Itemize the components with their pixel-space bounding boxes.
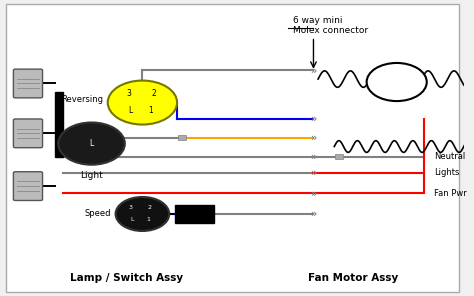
Text: »: » <box>310 65 317 75</box>
FancyBboxPatch shape <box>13 172 43 200</box>
Text: L: L <box>90 139 94 148</box>
Text: Speed: Speed <box>84 210 111 218</box>
Circle shape <box>116 197 169 231</box>
Text: »: » <box>310 209 317 219</box>
Text: L: L <box>129 106 133 115</box>
Text: »: » <box>310 168 317 178</box>
FancyBboxPatch shape <box>13 119 43 148</box>
Text: 3: 3 <box>129 205 133 210</box>
Text: 3: 3 <box>126 89 131 98</box>
Text: 1: 1 <box>146 217 150 222</box>
Text: 1: 1 <box>148 106 153 115</box>
Circle shape <box>58 123 125 165</box>
Text: »: » <box>310 152 317 162</box>
Text: Lights: Lights <box>434 168 459 177</box>
FancyBboxPatch shape <box>13 69 43 98</box>
Text: 2: 2 <box>152 89 156 98</box>
Text: Reversing: Reversing <box>61 95 103 104</box>
Text: Fan Motor Assy: Fan Motor Assy <box>308 273 398 283</box>
Text: Fan Pwr: Fan Pwr <box>434 189 466 198</box>
Text: 6 way mini
Molex connector: 6 way mini Molex connector <box>292 16 368 36</box>
Circle shape <box>367 63 427 101</box>
Text: »: » <box>310 114 317 124</box>
Text: L: L <box>130 217 134 222</box>
Text: 2: 2 <box>147 205 151 210</box>
Bar <box>178 135 186 140</box>
Text: Neutral: Neutral <box>434 152 465 161</box>
Text: »: » <box>310 133 317 143</box>
Text: »: » <box>310 189 317 198</box>
Bar <box>55 92 63 157</box>
FancyBboxPatch shape <box>6 4 459 292</box>
Circle shape <box>108 81 177 125</box>
Text: Lamp / Switch Assy: Lamp / Switch Assy <box>70 273 183 283</box>
Bar <box>335 154 343 160</box>
Bar <box>175 205 214 223</box>
Text: Light: Light <box>80 170 103 180</box>
